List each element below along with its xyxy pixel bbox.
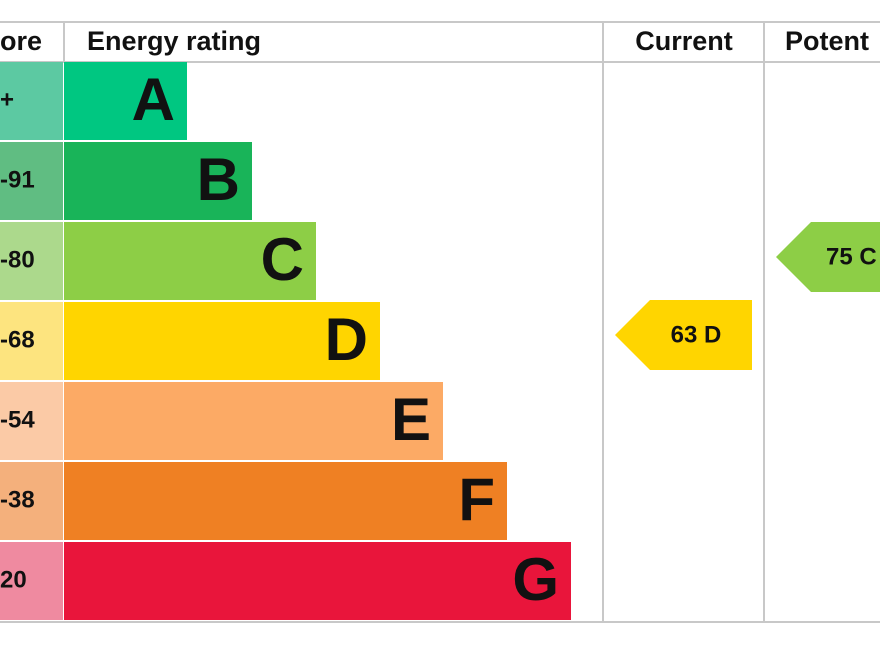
rating-bar (64, 382, 443, 460)
score-cell (0, 382, 63, 460)
rating-letter: F (458, 466, 495, 533)
current-label: 63 D (671, 321, 722, 348)
rating-bar (64, 142, 252, 220)
rating-letter: E (391, 386, 431, 453)
score-label: 20 (0, 566, 27, 593)
rating-letter: B (197, 146, 240, 213)
score-cell (0, 142, 63, 220)
score-label: -54 (0, 406, 35, 433)
current-header: Current (635, 26, 733, 56)
score-label: -80 (0, 246, 35, 273)
rating-bar (64, 62, 187, 140)
rating-bar (64, 542, 571, 620)
rating-letter: C (261, 226, 304, 293)
potential-arrow (776, 222, 880, 292)
score-header: ore (0, 26, 42, 56)
score-label: -91 (0, 166, 35, 193)
current-arrow (615, 300, 752, 370)
potential-label: 75 C (826, 243, 877, 270)
rating-bar (64, 222, 316, 300)
score-label: + (0, 86, 14, 113)
rating-header: Energy rating (87, 26, 261, 56)
score-cell (0, 542, 63, 620)
score-label: -68 (0, 326, 35, 353)
rating-bar (64, 302, 380, 380)
rating-letter: G (512, 546, 559, 613)
bands: + A -91 B -80 C -68 D -54 E -38 F 20 G (0, 62, 571, 620)
score-label: -38 (0, 486, 35, 513)
score-cell (0, 302, 63, 380)
score-cell (0, 462, 63, 540)
rating-letter: D (325, 306, 368, 373)
potential-header: Potent (785, 26, 869, 56)
rating-bar (64, 462, 507, 540)
score-cell (0, 222, 63, 300)
rating-letter: A (132, 66, 175, 133)
score-cell (0, 62, 63, 140)
